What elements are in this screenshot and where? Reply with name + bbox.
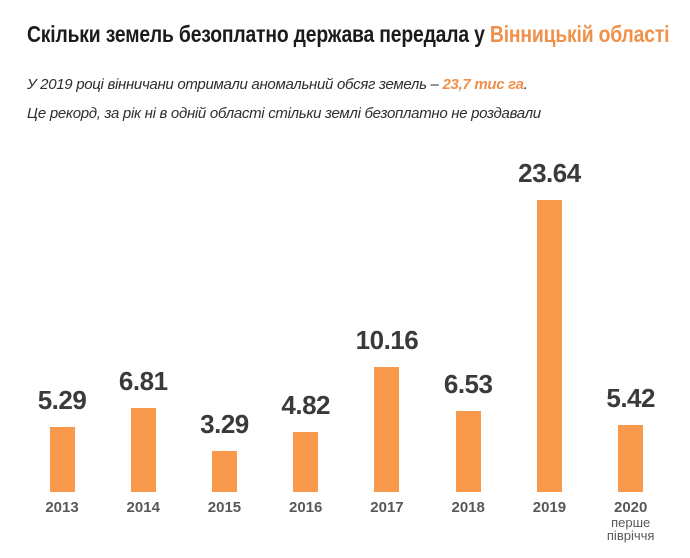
page-title: Скільки земель безоплатно держава переда… (27, 20, 669, 48)
bar (293, 432, 319, 492)
x-axis-label: 2017 (370, 499, 404, 516)
bar (130, 408, 156, 492)
title-highlight: Вінницькій області (489, 21, 670, 47)
bar (49, 427, 75, 492)
bar (536, 200, 562, 492)
x-axis-label: 2015 (207, 499, 242, 516)
bar-value-label: 5.42 (606, 383, 655, 413)
x-axis-label: 2018 (451, 499, 485, 516)
bar-value-label: 6.81 (118, 366, 168, 396)
bar (455, 411, 481, 492)
bar-value-label: 6.53 (443, 369, 493, 399)
subtitle-period: . (523, 76, 528, 93)
bar-value-label: 3.29 (200, 409, 249, 439)
bar-value-label: 5.29 (37, 385, 87, 415)
x-axis-label: 2020 (613, 499, 648, 516)
subtitle-text: У 2019 році вінничани отримали аномальни… (27, 76, 443, 93)
x-axis-label: 2019 (532, 499, 567, 516)
x-axis-label: 2013 (45, 499, 79, 516)
x-axis-sublabel: перше півріччя (606, 515, 655, 543)
subtitle-line-2: Це рекорд, за рік ні в одній області сті… (27, 105, 541, 122)
subtitle-line-1: У 2019 році вінничани отримали аномальни… (27, 76, 528, 93)
x-axis-label: 2014 (126, 499, 160, 516)
x-axis-label: 2016 (289, 499, 323, 516)
title-text: Скільки земель безоплатно держава переда… (27, 21, 490, 47)
bar (211, 451, 237, 492)
bar-value-label: 10.16 (355, 325, 419, 355)
subtitle-highlight: 23,7 тис га (442, 76, 524, 93)
bar-value-label: 4.82 (281, 390, 331, 420)
bar (618, 425, 644, 492)
bar (374, 367, 400, 492)
bar-value-label: 23.64 (518, 158, 581, 188)
